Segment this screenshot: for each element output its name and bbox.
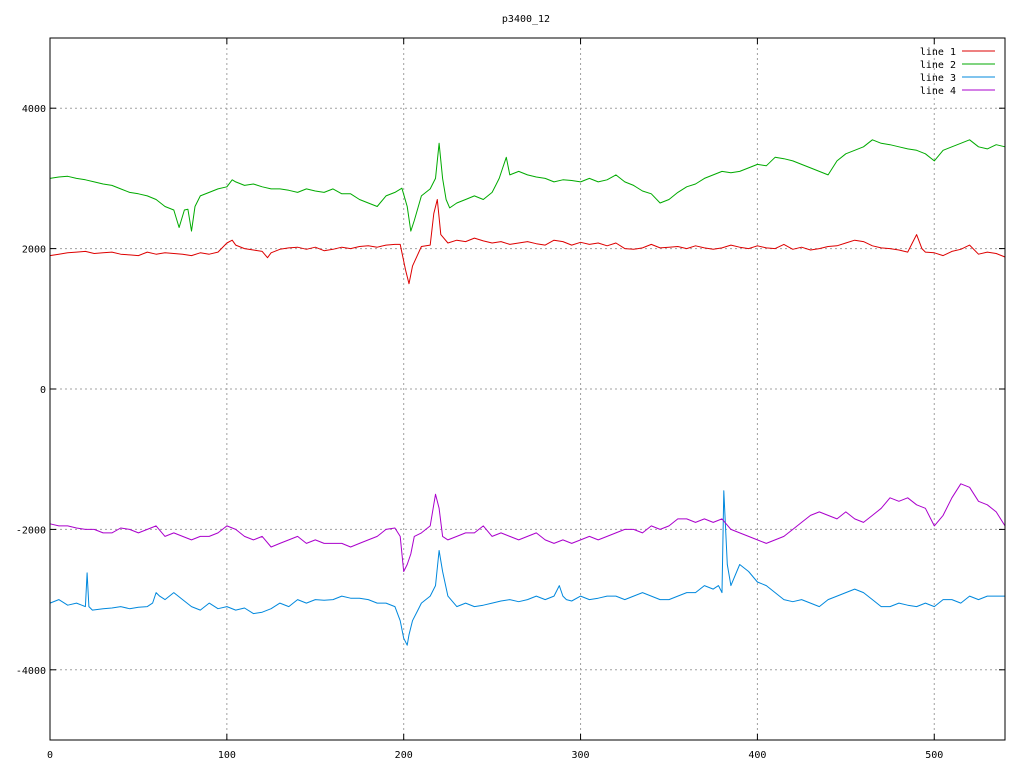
- x-tick-label: 300: [572, 750, 590, 761]
- series-line-3: [49, 490, 1005, 646]
- legend-label: line 4: [920, 86, 956, 97]
- y-tick-label: 0: [40, 385, 46, 396]
- series-line-4: [49, 483, 1006, 572]
- series-lines: [49, 139, 1006, 646]
- grid-lines: [50, 38, 1005, 740]
- chart-title: p3400_12: [502, 14, 550, 25]
- legend-label: line 3: [920, 73, 956, 84]
- y-tick-label: -2000: [16, 525, 46, 536]
- x-tick-label: 200: [395, 750, 413, 761]
- y-tick-label: 4000: [22, 104, 46, 115]
- x-tick-label: 100: [218, 750, 236, 761]
- series-line-2: [49, 139, 1006, 232]
- x-tick-label: 500: [925, 750, 943, 761]
- plot-frame: [49, 37, 1006, 741]
- x-tick-label: 400: [748, 750, 766, 761]
- x-tick-label: 0: [47, 750, 53, 761]
- y-tick-label: -4000: [16, 666, 46, 677]
- y-tick-label: 2000: [22, 245, 46, 256]
- legend-label: line 2: [920, 60, 956, 71]
- axis-ticks: 0 100 200 300 400 500 -4000 -2000 0 2000 4000: [16, 38, 1005, 761]
- series-line-1: [49, 199, 1006, 285]
- legend: line 1 line 2 line 3 line 4: [920, 47, 995, 97]
- legend-label: line 1: [920, 47, 956, 58]
